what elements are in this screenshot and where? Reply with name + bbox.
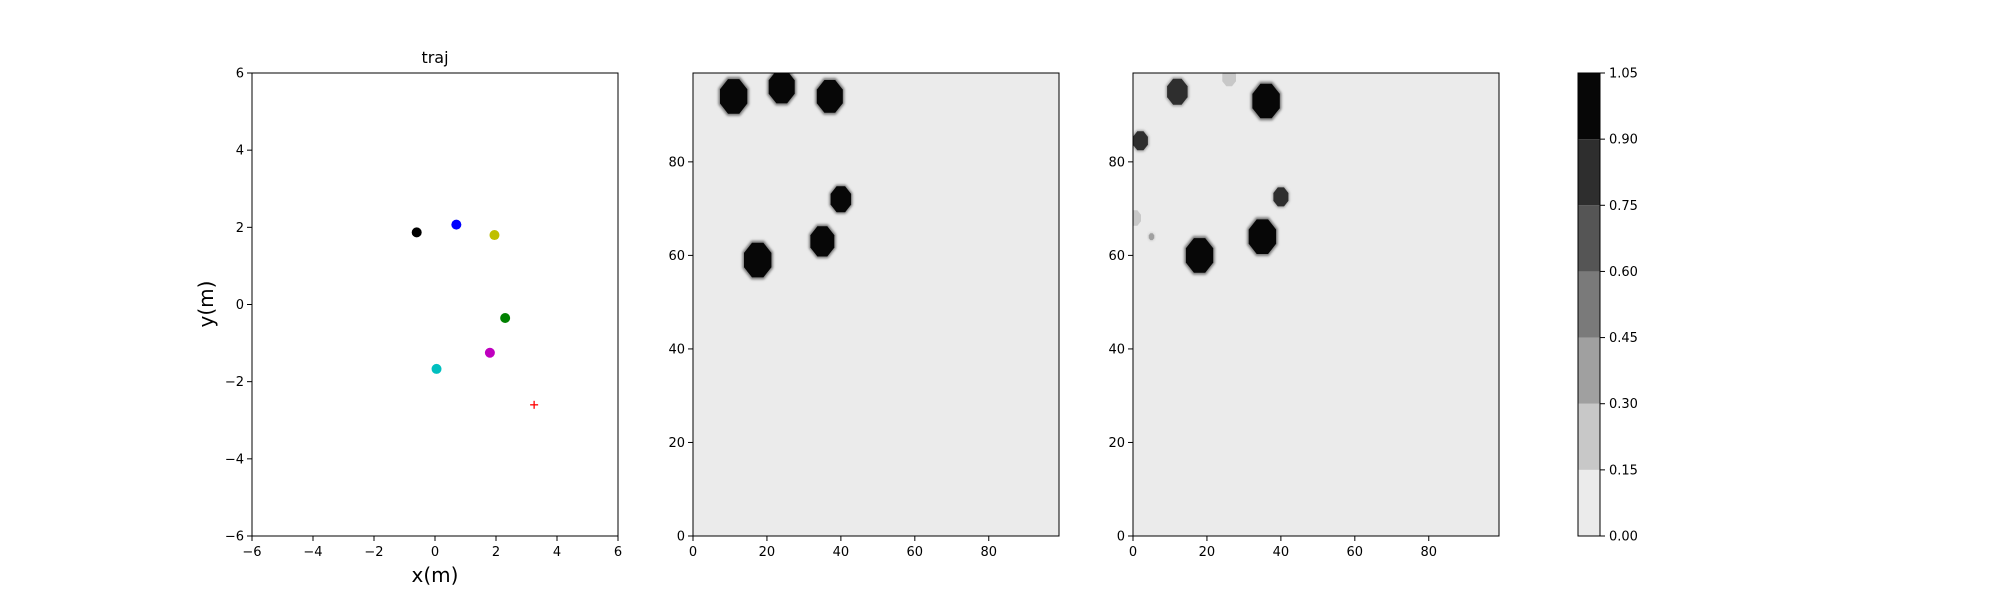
predicted-map-x-tick-label: 20 — [1199, 545, 1216, 560]
obstacle-blob — [1133, 130, 1149, 152]
traj-scatter-plot: −6 −4 −2 0 2 4 6 −6 −4 −2 0 2 4 6 traj x(m) y(m) — [194, 48, 622, 587]
obstacle-blob — [829, 184, 853, 214]
occupancy-map-frame — [692, 72, 1060, 537]
obstacle-blob — [742, 240, 773, 280]
traj-x-tick-label: −4 — [303, 545, 322, 560]
colorbar-band — [1578, 337, 1600, 404]
agent-point — [431, 363, 442, 374]
traj-title: traj — [421, 48, 448, 67]
predicted-map-y-tick-label: 60 — [1108, 249, 1125, 264]
traj-y-tick-label: −4 — [225, 452, 244, 467]
predicted-map-area — [1133, 73, 1499, 536]
occupancy-map-x-tick-label: 40 — [833, 545, 850, 560]
traj-y-label: y(m) — [194, 281, 218, 328]
traj-x-tick-label: −6 — [242, 545, 261, 560]
predicted-map-frame — [1132, 72, 1500, 537]
traj-x-tick-label: −2 — [364, 545, 383, 560]
predicted-map-plot: 0 20 40 60 80 0 20 40 60 80 — [1108, 72, 1500, 560]
obstacle-blob — [1184, 236, 1215, 275]
colorbar-band — [1578, 271, 1600, 338]
occupancy-map-blobs — [718, 73, 853, 280]
agent-point — [484, 347, 495, 358]
traj-y-tick-label: 0 — [236, 298, 244, 313]
occupancy-map-plot: 0 20 40 60 80 0 20 40 60 80 — [668, 72, 1060, 560]
traj-y-tick-label: −6 — [225, 530, 244, 545]
obstacle-blob — [815, 78, 845, 115]
traj-x-tick-label: 0 — [431, 545, 439, 560]
agent-point — [489, 230, 500, 241]
predicted-map-x-tick-label: 40 — [1273, 545, 1290, 560]
occupancy-map-y-tick-label: 20 — [668, 436, 685, 451]
traj-x-tick-label: 6 — [614, 545, 622, 560]
colorbar-tick-label: 0.00 — [1609, 530, 1638, 545]
colorbar-tick-label: 0.30 — [1609, 397, 1638, 412]
obstacle-blob — [1165, 77, 1189, 107]
occupancy-map-x-tick-label: 20 — [759, 545, 776, 560]
colorbar-tick-label: 0.45 — [1609, 331, 1638, 346]
colorbar-band — [1578, 139, 1600, 206]
colorbar-tick-label: 0.90 — [1609, 133, 1638, 148]
occupancy-map-x-tick-label: 80 — [980, 545, 997, 560]
predicted-map-y-tick-label: 20 — [1108, 436, 1125, 451]
traj-x-tick-label: 2 — [492, 545, 500, 560]
obstacle-blob — [1250, 81, 1282, 121]
occupancy-map-area — [693, 73, 1059, 536]
occupancy-map-x-tick-label: 60 — [907, 545, 924, 560]
traj-y-tick-label: 6 — [236, 67, 244, 82]
obstacle-blob — [767, 73, 797, 106]
predicted-map-y-tick-label: 0 — [1117, 530, 1125, 545]
agent-point — [451, 219, 462, 230]
obstacle-blob — [1133, 209, 1142, 227]
colorbar-band — [1578, 73, 1600, 140]
colorbar-tick-label: 1.05 — [1609, 67, 1638, 82]
obstacle-blob — [1272, 186, 1290, 208]
predicted-map-x-tick-label: 60 — [1347, 545, 1364, 560]
colorbar: 0.00 0.15 0.30 0.45 0.60 0.75 0.90 1.05 — [1577, 67, 1638, 545]
colorbar-frame — [1577, 72, 1601, 537]
colorbar-tick-label: 0.75 — [1609, 199, 1638, 214]
traj-y-tick-label: 4 — [236, 144, 244, 159]
occupancy-map-x-tick-label: 0 — [689, 545, 697, 560]
predicted-map-y-tick-label: 80 — [1108, 155, 1125, 170]
occupancy-map-y-tick-label: 0 — [677, 530, 685, 545]
predicted-map-x-ticks: 0 20 40 60 80 — [1129, 536, 1437, 560]
agent-point — [411, 227, 422, 238]
colorbar-bands — [1578, 73, 1600, 536]
colorbar-tick-label: 0.60 — [1609, 265, 1638, 280]
obstacle-blob — [809, 224, 836, 259]
occupancy-map-y-tick-label: 80 — [668, 155, 685, 170]
occupancy-map-x-ticks: 0 20 40 60 80 — [689, 536, 997, 560]
traj-y-ticks: −6 −4 −2 0 2 4 6 — [225, 67, 252, 545]
traj-points — [411, 219, 539, 409]
colorbar-band — [1578, 403, 1600, 470]
traj-y-tick-label: 2 — [236, 221, 244, 236]
predicted-map-x-tick-label: 0 — [1129, 545, 1137, 560]
traj-x-label: x(m) — [412, 563, 459, 587]
predicted-map-x-tick-label: 80 — [1420, 545, 1437, 560]
obstacle-blob — [1148, 232, 1155, 241]
occupancy-map-y-tick-label: 40 — [668, 342, 685, 357]
traj-x-tick-label: 4 — [553, 545, 561, 560]
traj-x-ticks: −6 −4 −2 0 2 4 6 — [242, 536, 622, 560]
occupancy-map-y-tick-label: 60 — [668, 249, 685, 264]
obstacle-blob — [1247, 217, 1278, 256]
colorbar-tick-label: 0.15 — [1609, 463, 1638, 478]
predicted-map-blobs — [1133, 73, 1290, 275]
traj-plot-area — [252, 73, 618, 536]
goal-marker — [530, 400, 539, 409]
agent-point — [500, 313, 511, 324]
occupancy-map-y-ticks: 0 20 40 60 80 — [668, 155, 693, 545]
predicted-map-y-ticks: 0 20 40 60 80 — [1108, 155, 1133, 545]
obstacle-blob — [1221, 73, 1237, 88]
obstacle-blob — [718, 77, 749, 116]
colorbar-band — [1578, 205, 1600, 272]
colorbar-ticks: 0.00 0.15 0.30 0.45 0.60 0.75 0.90 1.05 — [1600, 67, 1638, 545]
colorbar-band — [1578, 469, 1600, 536]
traj-y-tick-label: −2 — [225, 375, 244, 390]
predicted-map-y-tick-label: 40 — [1108, 342, 1125, 357]
